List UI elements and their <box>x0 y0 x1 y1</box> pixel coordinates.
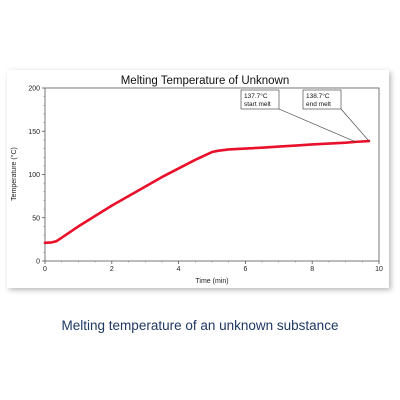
y-tick-label: 0 <box>36 259 40 266</box>
x-tick-label: 4 <box>177 266 181 273</box>
x-axis-label: Time (min) <box>195 278 228 285</box>
series-layer <box>43 139 371 245</box>
y-tick-label: 200 <box>28 86 40 93</box>
y-tick-label: 150 <box>28 129 40 136</box>
line-chart: Melting Temperature of Unknown 0 2 4 6 8 1005… <box>10 75 383 285</box>
x-tick-label: 2 <box>110 266 114 273</box>
annotation-text: start melt <box>244 101 271 108</box>
figure-caption: Melting temperature of an unknown substa… <box>61 318 339 333</box>
y-axis-label: Temperature (°C) <box>10 147 18 201</box>
annotation-text: 137.7°C <box>244 92 268 100</box>
series-line <box>43 139 371 245</box>
x-tick-label: 8 <box>310 266 314 273</box>
y-tick-label: 50 <box>32 215 40 222</box>
x-tick-label: 10 <box>375 266 383 273</box>
chart-figure: Melting Temperature of Unknown 0 2 4 6 8 10 0 5… <box>7 70 389 288</box>
annotation-leader <box>340 108 370 142</box>
chart-title: Melting Temperature of Unknown <box>121 75 290 87</box>
x-tick-label: 0 <box>43 266 47 273</box>
y-tick-label: 100 <box>28 172 40 179</box>
annotation-leader <box>278 108 356 143</box>
annotation-text: end melt <box>306 101 331 108</box>
annotation-box <box>302 89 342 110</box>
plot-area <box>44 87 380 262</box>
annotation-box <box>240 89 280 110</box>
x-tick-label: 6 <box>243 266 247 273</box>
annotation-text: 138.7°C <box>306 92 330 100</box>
